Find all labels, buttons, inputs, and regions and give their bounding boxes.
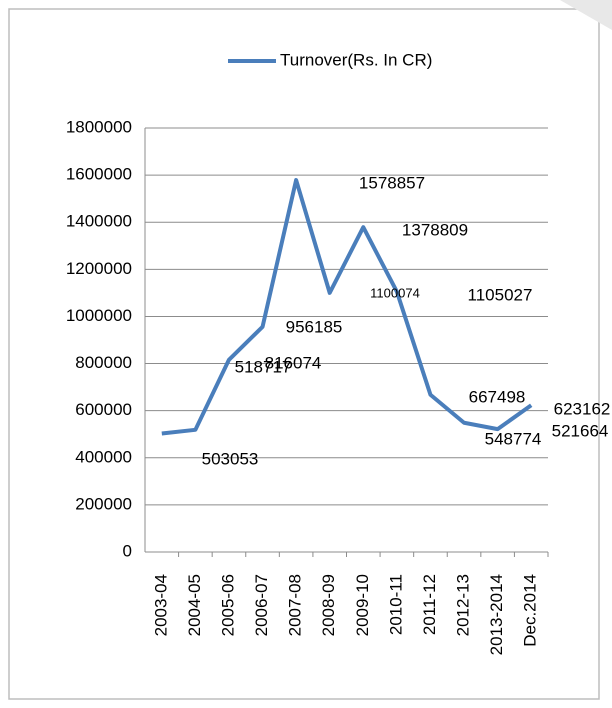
y-tick-label: 1600000 bbox=[66, 165, 132, 184]
data-label: 503053 bbox=[202, 449, 259, 468]
x-tick-label: Dec.2014 bbox=[521, 574, 540, 647]
data-label: 1578857 bbox=[359, 173, 425, 192]
x-tick-label: 2010-11 bbox=[386, 574, 405, 635]
data-label: 521664 bbox=[552, 421, 609, 440]
y-tick-label: 1000000 bbox=[66, 306, 132, 325]
x-tick-label: 2004-05 bbox=[185, 574, 204, 636]
x-tick-label: 2009-10 bbox=[353, 574, 372, 636]
y-tick-label: 200000 bbox=[75, 494, 132, 513]
data-label: 956185 bbox=[286, 317, 343, 336]
x-tick-label: 2008-09 bbox=[319, 574, 338, 636]
x-tick-label: 2011-12 bbox=[420, 574, 439, 635]
data-label: 1378809 bbox=[402, 220, 468, 239]
data-label: 623162 bbox=[554, 399, 611, 418]
data-label: 1105027 bbox=[468, 285, 533, 304]
data-label: 816074 bbox=[265, 353, 322, 372]
y-tick-label: 1400000 bbox=[66, 212, 132, 231]
x-tick-label: 2012-13 bbox=[454, 574, 473, 636]
y-tick-label: 1200000 bbox=[66, 259, 132, 278]
x-tick-label: 2005-06 bbox=[218, 574, 237, 636]
legend-label: Turnover(Rs. In CR) bbox=[280, 50, 432, 69]
data-line bbox=[161, 178, 533, 436]
x-tick-label: 2006-07 bbox=[252, 574, 271, 636]
y-tick-label: 0 bbox=[123, 541, 132, 560]
corner-shadow bbox=[560, 0, 612, 30]
y-tick-label: 600000 bbox=[75, 400, 132, 419]
data-label: 548774 bbox=[485, 429, 542, 448]
data-label: 1100074 bbox=[370, 285, 420, 300]
y-tick-label: 800000 bbox=[75, 353, 132, 372]
chart-frame bbox=[8, 8, 600, 700]
x-tick-label: 2007-08 bbox=[286, 574, 305, 636]
y-tick-label: 400000 bbox=[75, 447, 132, 466]
y-tick-label: 1800000 bbox=[66, 117, 132, 136]
data-label: 667498 bbox=[469, 387, 526, 406]
x-tick-label: 2003-04 bbox=[151, 574, 170, 636]
x-tick-label: 2013-2014 bbox=[487, 574, 506, 655]
data-label: 518717 bbox=[235, 357, 292, 376]
